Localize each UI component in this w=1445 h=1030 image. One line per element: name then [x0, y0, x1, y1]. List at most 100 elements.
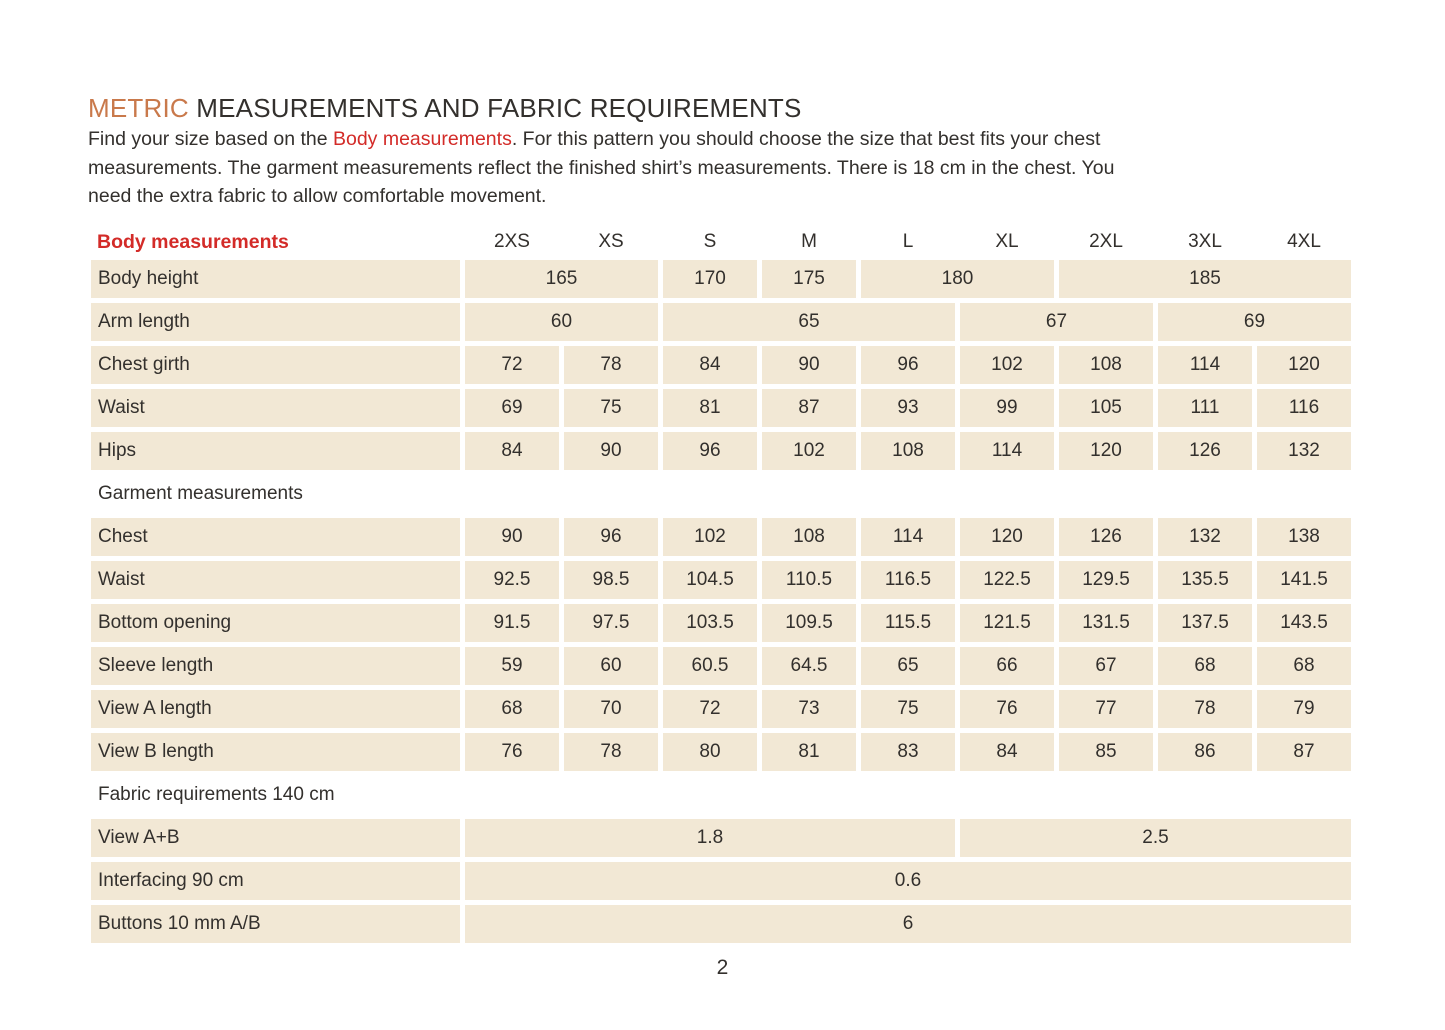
value-cell: 104.5: [663, 561, 757, 599]
value-cell: 78: [564, 733, 658, 771]
value-cell: 114: [960, 432, 1054, 470]
size-column-header: S: [703, 231, 717, 252]
value-cell: 67: [1059, 647, 1153, 685]
value-cell: 122.5: [960, 561, 1054, 599]
value-cell: 111: [1158, 389, 1252, 427]
value-cell: 86: [1158, 733, 1252, 771]
row-label: Waist: [91, 561, 460, 599]
value-cell: 77: [1059, 690, 1153, 728]
size-column-header: 2XS: [494, 231, 530, 252]
measurement-row: Buttons 10 mm A/B 6: [91, 905, 1351, 943]
value-cell: 64.5: [762, 647, 856, 685]
value-cell: 76: [960, 690, 1054, 728]
value-cell: 116.5: [861, 561, 955, 599]
value-cell: 108: [1059, 346, 1153, 384]
value-cell: 126: [1158, 432, 1252, 470]
measurement-row: Waist 92.5 98.5 104.5 110.5 116.5 122.5 129.5 13…: [91, 561, 1351, 599]
table-body: Body height 165 170 175 180 185 Arm length 60 65…: [91, 260, 1351, 943]
value-cell: 1.8: [465, 819, 955, 857]
value-cell: 120: [1059, 432, 1153, 470]
value-cell: 0.6: [465, 862, 1351, 900]
title-rest: MEASUREMENTS AND FABRIC REQUIREMENTS: [188, 93, 802, 123]
value-cell: 126: [1059, 518, 1153, 556]
value-cell: 98.5: [564, 561, 658, 599]
size-column-header: XL: [995, 231, 1019, 252]
size-column-header: M: [801, 231, 817, 252]
value-cell: 143.5: [1257, 604, 1351, 642]
table-header-label: Body measurements: [97, 230, 289, 253]
value-cell: 102: [960, 346, 1054, 384]
row-label: Interfacing 90 cm: [91, 862, 460, 900]
value-cell: 69: [1158, 303, 1351, 341]
value-cell: 78: [1158, 690, 1252, 728]
measurement-row: View A length 68 70 72 73 75 76 77 78 79: [91, 690, 1351, 728]
page-title: METRIC MEASUREMENTS AND FABRIC REQUIREME…: [88, 93, 802, 124]
section-row: Fabric requirements 140 cm: [91, 776, 1351, 814]
value-cell: 79: [1257, 690, 1351, 728]
value-cell: 102: [663, 518, 757, 556]
value-cell: 97.5: [564, 604, 658, 642]
value-cell: 91.5: [465, 604, 559, 642]
intro-text-after: . For this pattern you should choose the…: [511, 128, 1101, 150]
row-label: View B length: [91, 733, 460, 771]
row-label: Body height: [91, 260, 460, 298]
value-cell: 80: [663, 733, 757, 771]
value-cell: 6: [465, 905, 1351, 943]
value-cell: 131.5: [1059, 604, 1153, 642]
size-column-header: 4XL: [1287, 231, 1321, 252]
row-label: Arm length: [91, 303, 460, 341]
value-cell: 141.5: [1257, 561, 1351, 599]
value-cell: 138: [1257, 518, 1351, 556]
intro-line-3: need the extra fabric to allow comfortab…: [88, 185, 547, 207]
row-label: Chest: [91, 518, 460, 556]
value-cell: 65: [861, 647, 955, 685]
value-cell: 87: [1257, 733, 1351, 771]
value-cell: 114: [861, 518, 955, 556]
table-head: Body measurements 2XS XS S M L XL 2XL 3XL 4XL: [91, 229, 1351, 255]
value-cell: 84: [663, 346, 757, 384]
value-cell: 120: [1257, 346, 1351, 384]
value-cell: 90: [762, 346, 856, 384]
value-cell: 116: [1257, 389, 1351, 427]
row-label: Sleeve length: [91, 647, 460, 685]
value-cell: 121.5: [960, 604, 1054, 642]
value-cell: 108: [861, 432, 955, 470]
measurement-row: View A+B 1.8 2.5: [91, 819, 1351, 857]
value-cell: 92.5: [465, 561, 559, 599]
value-cell: 96: [564, 518, 658, 556]
value-cell: 105: [1059, 389, 1153, 427]
table-header-row: Body measurements 2XS XS S M L XL 2XL 3XL 4XL: [91, 229, 1351, 255]
value-cell: 68: [1158, 647, 1252, 685]
value-cell: 69: [465, 389, 559, 427]
value-cell: 180: [861, 260, 1054, 298]
value-cell: 99: [960, 389, 1054, 427]
row-label: View A length: [91, 690, 460, 728]
body-measurements-reference: Body measurements: [332, 128, 512, 150]
value-cell: 76: [465, 733, 559, 771]
value-cell: 72: [465, 346, 559, 384]
measurement-row: Body height 165 170 175 180 185: [91, 260, 1351, 298]
measurements-table: Body measurements 2XS XS S M L XL 2XL 3XL 4XL Bo…: [86, 224, 1356, 948]
measurement-row: Arm length 60 65 67 69: [91, 303, 1351, 341]
value-cell: 60.5: [663, 647, 757, 685]
value-cell: 129.5: [1059, 561, 1153, 599]
value-cell: 93: [861, 389, 955, 427]
size-column-header: 3XL: [1188, 231, 1222, 252]
value-cell: 66: [960, 647, 1054, 685]
value-cell: 72: [663, 690, 757, 728]
value-cell: 65: [663, 303, 955, 341]
value-cell: 109.5: [762, 604, 856, 642]
intro-text-before: Find your size based on the: [88, 128, 333, 150]
value-cell: 2.5: [960, 819, 1351, 857]
value-cell: 135.5: [1158, 561, 1252, 599]
row-label: Buttons 10 mm A/B: [91, 905, 460, 943]
section-label: Fabric requirements 140 cm: [98, 784, 335, 805]
value-cell: 108: [762, 518, 856, 556]
value-cell: 102: [762, 432, 856, 470]
value-cell: 96: [861, 346, 955, 384]
value-cell: 185: [1059, 260, 1351, 298]
intro-line-1: Find your size based on the Body measure…: [88, 125, 1114, 154]
value-cell: 120: [960, 518, 1054, 556]
measurement-row: Chest girth 72 78 84 90 96 102 108 114 120: [91, 346, 1351, 384]
